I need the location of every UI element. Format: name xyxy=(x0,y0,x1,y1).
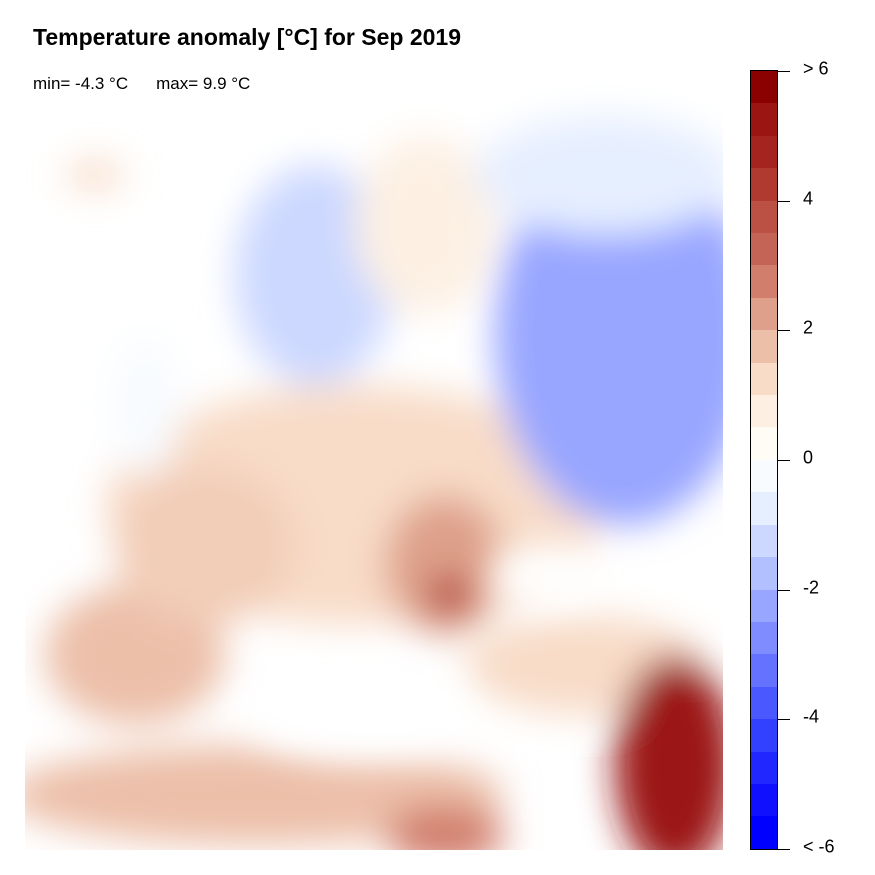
colorbar-tick-label: 2 xyxy=(803,317,814,338)
region-romania-hot xyxy=(428,575,472,615)
colorbar-bin xyxy=(751,427,777,460)
colorbar-bin xyxy=(751,265,777,298)
anomaly-map xyxy=(25,115,723,850)
colorbar-bin xyxy=(751,362,777,396)
colorbar-bin xyxy=(751,751,777,784)
colorbar-bin xyxy=(751,621,777,655)
sea-black xyxy=(490,545,600,605)
colorbar-tick-label: 4 xyxy=(803,188,814,209)
region-iceland xyxy=(65,160,125,190)
region-scandinavia xyxy=(235,165,395,385)
colorbar-tick xyxy=(778,71,790,72)
colorbar-bin xyxy=(751,557,777,590)
region-finland xyxy=(355,135,495,315)
max-value: max= 9.9 °C xyxy=(156,74,251,93)
colorbar-tick-label: < -6 xyxy=(803,836,835,857)
colorbar-bin xyxy=(751,654,777,687)
colorbar-bin xyxy=(751,168,777,201)
colorbar-tick-label: -2 xyxy=(803,577,820,598)
colorbar-bin xyxy=(751,200,777,234)
colorbar-tick xyxy=(778,589,790,591)
region-russia-north xyxy=(475,115,723,235)
colorbar-bin xyxy=(751,816,777,849)
region-uk xyxy=(110,335,180,475)
region-middle-east xyxy=(615,655,723,850)
colorbar xyxy=(750,70,778,850)
colorbar-bin xyxy=(751,492,777,525)
min-max-readout: min= -4.3 °C max= 9.9 °C xyxy=(33,74,278,94)
colorbar-tick-label: -4 xyxy=(803,706,820,727)
colorbar-bin xyxy=(751,459,777,493)
colorbar-tick xyxy=(778,200,790,202)
colorbar-tick xyxy=(778,719,790,721)
sea-mediterranean xyxy=(245,670,465,760)
colorbar-bin xyxy=(751,233,777,266)
colorbar-tick xyxy=(778,849,790,850)
colorbar-tick-label: 0 xyxy=(803,447,814,468)
colorbar-bin xyxy=(751,686,777,720)
chart-title: Temperature anomaly [°C] for Sep 2019 xyxy=(33,24,462,50)
region-north-africa xyxy=(25,745,505,845)
colorbar-bin xyxy=(751,783,777,817)
colorbar-bin xyxy=(751,524,777,558)
min-value: min= -4.3 °C xyxy=(33,74,129,93)
colorbar-bin xyxy=(751,71,777,104)
colorbar-bin xyxy=(751,589,777,622)
colorbar-bin xyxy=(751,135,777,169)
colorbar-tick xyxy=(778,460,790,461)
colorbar-bin xyxy=(751,297,777,331)
colorbar-bin xyxy=(751,719,777,752)
colorbar-bin xyxy=(751,395,777,428)
region-balkans xyxy=(385,495,505,635)
colorbar-tick-label: > 6 xyxy=(803,58,829,79)
colorbar-bin xyxy=(751,330,777,363)
region-russia xyxy=(495,145,723,525)
region-france xyxy=(115,465,295,625)
colorbar-bin xyxy=(751,103,777,136)
region-libya-hot xyxy=(385,805,505,850)
colorbar-tick xyxy=(778,330,790,332)
